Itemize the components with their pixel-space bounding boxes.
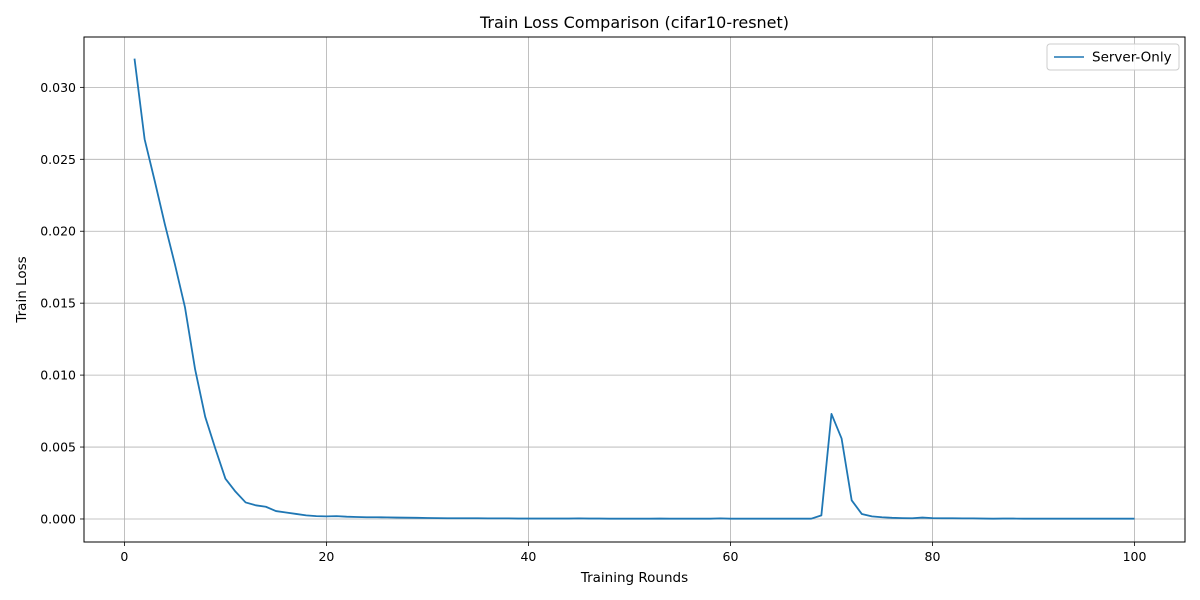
legend-box [1046,43,1180,71]
series-line-0 [133,58,1135,520]
x-tick-label: 40 [520,549,536,564]
x-tick-label: 20 [318,549,334,564]
x-tick-label: 0 [120,549,128,564]
plot-frame [83,36,1186,543]
x-tick-label: 60 [723,549,739,564]
y-tick-label: 0.020 [40,224,76,239]
grid [84,37,1185,542]
y-tick-label: 0.025 [40,152,76,167]
x-tick-label: 80 [925,549,941,564]
y-tick-label: 0.030 [40,80,76,95]
y-tick-label: 0.015 [40,296,76,311]
legend: Server-Only [1046,43,1180,71]
chart-title: Train Loss Comparison (cifar10-resnet) [479,13,789,32]
y-tick-label: 0.000 [40,511,76,526]
x-axis-title: Training Rounds [580,570,688,586]
y-tick-label: 0.005 [40,440,76,455]
y-tick-label: 0.010 [40,368,76,383]
x-tick-label: 100 [1123,549,1147,564]
ticks: 0 20 40 60 80 100 0.000 0.005 0.010 0.015 0.020 0.0… [40,80,1146,564]
legend-label: Server-Only [1092,50,1172,66]
y-axis-title: Train Loss [14,256,30,323]
series-layer [133,58,1135,520]
